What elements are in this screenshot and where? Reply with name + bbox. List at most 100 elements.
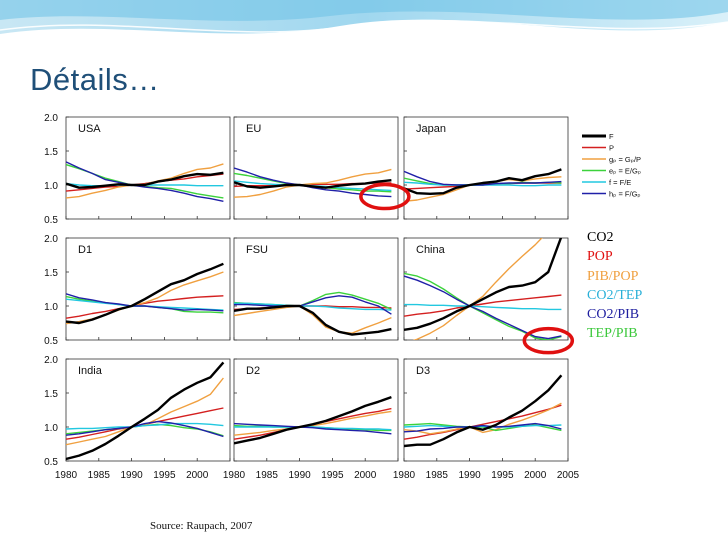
legend-label: f = F/E [609, 178, 631, 187]
slide-title: Détails… [30, 62, 160, 97]
series-ep-line [404, 272, 562, 340]
legend-translation: CO2 POP PIB/POP CO2/TEP CO2/PIB TEP/PIB [587, 228, 642, 344]
legend-big-item-co2: CO2 [587, 230, 614, 245]
y-tick-label: 0.5 [44, 336, 58, 347]
panel-d1: 0.5 1.0 1.5 2.0 D1 [44, 234, 231, 347]
panel-label: EU [246, 123, 261, 135]
series-f-line [234, 179, 392, 189]
y-tick-label: 1.0 [44, 423, 58, 434]
panel-label: FSU [246, 244, 268, 256]
panel-usa: 0.5 1.0 1.5 2.0 USA [44, 113, 231, 226]
x-tick-label: 2000 [186, 470, 209, 481]
legend-label: hₚ = F/Gₚ [609, 190, 641, 199]
legend-big-item-co2-pib: CO2/PIB [587, 307, 640, 323]
panel-frame [65, 237, 231, 341]
x-tick-label: 1985 [88, 470, 111, 481]
legend-big-item-pop: POP [587, 249, 613, 265]
legend-big-item-tep-pib: TEP/PIB [587, 326, 638, 342]
panel-frame [65, 116, 231, 220]
y-tick-label: 1.0 [44, 181, 58, 192]
panel-frame [233, 237, 399, 341]
y-tick-label: 1.5 [44, 147, 58, 158]
panel-frame [233, 116, 399, 220]
x-tick-label: 1985 [426, 470, 449, 481]
panel-japan: Japan [403, 116, 569, 220]
series-f-line [404, 168, 562, 196]
legend-label: eₚ = E/Gₚ [609, 167, 641, 176]
x-tick-label: 1995 [321, 470, 344, 481]
legend-label: P [609, 144, 614, 153]
legend-label: F [609, 132, 614, 141]
panel-frame [233, 358, 399, 462]
x-tick-label: 2005 [557, 470, 580, 481]
y-tick-label: 2.0 [44, 234, 58, 245]
series-p-line [404, 404, 562, 440]
series-hp-line [234, 295, 392, 315]
panel-label: D3 [416, 365, 430, 377]
x-tick-label: 1980 [223, 470, 246, 481]
y-tick-label: 0.5 [44, 457, 58, 468]
series-f-line [234, 395, 392, 445]
highlight-circle-china [522, 326, 575, 355]
x-tick-label: 1980 [55, 470, 78, 481]
series-f-line [404, 374, 563, 448]
series-gp-line [412, 238, 543, 340]
series-hp-line [234, 167, 392, 198]
series-gp-line [234, 410, 392, 436]
panel-label: India [78, 365, 103, 377]
y-tick-label: 0.5 [44, 215, 58, 226]
x-tick-label: 1995 [491, 470, 514, 481]
series-f-line [404, 238, 563, 331]
series-gp-line [234, 168, 392, 198]
series-hp-line [404, 170, 562, 186]
series-hp-line [66, 161, 224, 202]
x-tick-label: 2000 [524, 470, 547, 481]
series-hp-line [66, 293, 224, 312]
panel-china: China [403, 237, 569, 341]
panel-fsu: FSU [233, 237, 399, 341]
panel-d3: 1980 1985 1990 1995 2000 2005 D3 [393, 358, 580, 481]
series-f-line [66, 422, 224, 430]
series-f-line [234, 304, 392, 336]
series-f-line [404, 303, 562, 311]
y-tick-label: 1.0 [44, 302, 58, 313]
x-tick-label: 1990 [120, 470, 143, 481]
panel-india: 0.5 1.0 1.5 2.0 1980 1985 1990 1995 2000 India [44, 355, 231, 481]
panel-frame [403, 116, 569, 220]
y-tick-label: 1.5 [44, 268, 58, 279]
x-tick-label: 1995 [153, 470, 176, 481]
x-tick-label: 1980 [393, 470, 416, 481]
y-tick-label: 2.0 [44, 113, 58, 124]
panel-label: D1 [78, 244, 92, 256]
series-gp-line [404, 402, 562, 435]
x-tick-label: 2000 [354, 470, 377, 481]
source-citation: Source: Raupach, 2007 [150, 520, 253, 532]
legend-series-box [578, 128, 668, 208]
y-tick-label: 1.5 [44, 389, 58, 400]
highlight-circle-eu [359, 182, 411, 211]
series-hp-line [234, 422, 392, 435]
series-hp-line [404, 275, 562, 340]
x-tick-label: 1990 [288, 470, 311, 481]
series-f-line [66, 171, 224, 189]
x-tick-label: 1990 [458, 470, 481, 481]
panel-label: Japan [416, 123, 446, 135]
header-wave-decoration [0, 0, 728, 34]
panel-label: D2 [246, 365, 260, 377]
legend-big-item-pib-pop: PIB/POP [587, 268, 639, 284]
series-hp-line [66, 420, 224, 438]
panel-label: China [416, 244, 446, 256]
legend-label: gₚ = Gₚ/P [609, 155, 641, 164]
panel-label: USA [78, 123, 101, 135]
x-tick-label: 1985 [256, 470, 279, 481]
y-tick-label: 2.0 [44, 355, 58, 366]
legend-big-item-co2-tep: CO2/TEP [587, 287, 643, 303]
series-gp-line [234, 305, 392, 334]
series-f-line [66, 361, 225, 461]
series-f-line [66, 262, 224, 325]
panel-eu: EU [233, 116, 399, 220]
series-hp-line [404, 422, 562, 433]
panel-d2: 1980 1985 1990 1995 2000 D2 [223, 358, 399, 481]
